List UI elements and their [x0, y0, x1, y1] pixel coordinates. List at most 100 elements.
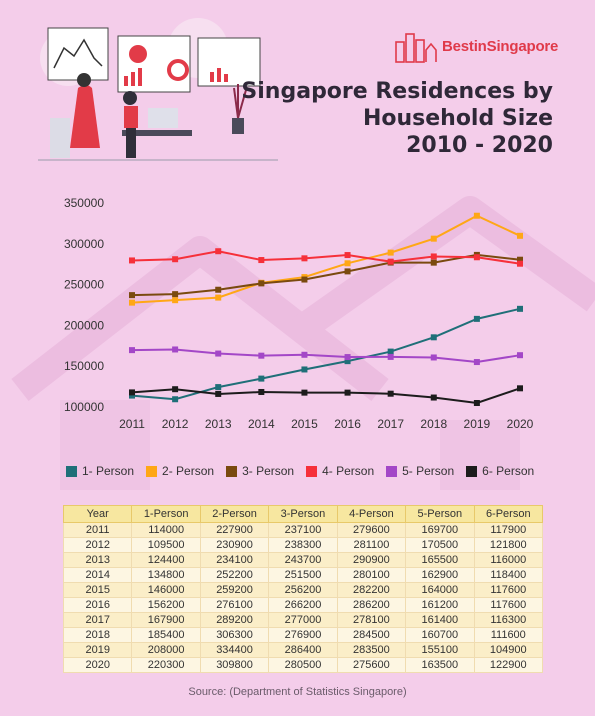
data-point-4 [517, 260, 523, 267]
x-tick-label: 2012 [162, 417, 189, 431]
table-cell: 276100 [199, 597, 270, 613]
y-tick-label: 200000 [64, 318, 104, 332]
table-cell: 256200 [268, 582, 338, 598]
x-tick-label: 2016 [334, 417, 361, 431]
data-point-2 [344, 260, 351, 267]
table-cell: 289200 [199, 612, 270, 628]
legend-swatch [466, 465, 478, 477]
data-point-1 [172, 396, 179, 403]
x-tick-label: 2015 [291, 417, 318, 431]
data-point-1 [215, 384, 222, 391]
data-point-5 [215, 350, 222, 357]
legend-label: 6- Person [482, 464, 535, 478]
table-cell: 275600 [336, 657, 407, 673]
x-tick-label: 2019 [464, 417, 491, 431]
table-cell: 279600 [336, 522, 407, 538]
table-body: 2011 114000 227900 237100 279600 169700 117900… [62, 522, 544, 673]
table-header-cell: 1-Person [131, 505, 201, 523]
table-cell: 259200 [199, 582, 270, 598]
table-cell: 238300 [268, 537, 338, 553]
data-point-3 [517, 256, 523, 263]
table-cell: 281100 [336, 537, 407, 553]
table-cell: 280500 [268, 657, 338, 673]
data-point-2 [430, 235, 437, 242]
table-cell: 161200 [405, 597, 475, 613]
table-cell: 185400 [131, 627, 201, 643]
data-point-5 [430, 354, 437, 361]
legend-swatch [386, 465, 398, 477]
table-cell: 306300 [199, 627, 270, 643]
x-tick-label: 2011 [119, 417, 145, 431]
data-point-1 [473, 315, 480, 322]
table-cell: 243700 [268, 552, 338, 568]
data-point-2 [517, 232, 523, 239]
series-line-1 [131, 307, 521, 401]
source-note: Source: (Department of Statistics Singap… [188, 686, 407, 698]
series-line-5 [131, 348, 521, 364]
data-point-6 [172, 386, 179, 393]
y-tick-label: 300000 [64, 237, 104, 251]
data-point-3 [344, 268, 351, 275]
table-row: 2013 124400 234100 243700 290900 165500 116000 [62, 552, 544, 568]
table-cell: 234100 [199, 552, 270, 568]
chart-legend: 1- Person 2- Person 3- Person 4- Person 5- P… [66, 464, 534, 478]
table-header-cell: 3-Person [268, 505, 338, 523]
x-tick-label: 2018 [420, 417, 447, 431]
data-point-3 [430, 259, 437, 266]
data-point-6 [473, 400, 480, 407]
table-cell: 2013 [62, 552, 133, 568]
series-line-4 [131, 250, 521, 265]
y-tick-label: 150000 [64, 359, 104, 373]
table-header-cell: 4-Person [336, 505, 407, 523]
table-cell: 284500 [336, 627, 407, 643]
table-cell: 208000 [131, 642, 201, 658]
data-point-1 [301, 366, 308, 373]
legend-item-4: 4- Person [306, 464, 374, 478]
data-point-5 [387, 353, 394, 360]
legend-label: 3- Person [242, 464, 295, 478]
table-cell: 2016 [62, 597, 133, 613]
data-point-2 [387, 249, 394, 256]
legend-item-6: 6- Person [466, 464, 534, 478]
table-cell: 276900 [268, 627, 338, 643]
data-point-6 [344, 389, 351, 396]
table-row: 2011 114000 227900 237100 279600 169700 117900 [62, 522, 544, 538]
brand-logo: BestinSingapore [394, 26, 558, 66]
data-point-5 [172, 346, 179, 353]
table-cell: 286200 [336, 597, 407, 613]
x-tick-label: 2014 [248, 417, 275, 431]
legend-swatch [146, 465, 158, 477]
table-row: 2012 109500 230900 238300 281100 170500 121800 [62, 537, 544, 553]
data-point-2 [172, 297, 179, 304]
table-cell: 280100 [336, 567, 407, 583]
table-row: 2015 146000 259200 256200 282200 164000 117600 [62, 582, 544, 598]
data-point-5 [473, 359, 480, 366]
table-cell: 220300 [131, 657, 201, 673]
table-cell: 122900 [473, 657, 544, 673]
table-cell: 117600 [473, 597, 544, 613]
data-point-1 [387, 348, 394, 355]
table-cell: 2015 [62, 582, 133, 598]
data-point-5 [301, 351, 308, 358]
data-point-3 [301, 276, 308, 283]
table-cell: 160700 [405, 627, 475, 643]
line-chart: 100000 150000 200000 250000 300000 350000 2011… [64, 196, 534, 431]
table-cell: 2014 [62, 567, 133, 583]
brand-name: BestinSingapore [442, 37, 559, 55]
city-skyline-icon [395, 33, 437, 63]
legend-swatch [66, 465, 77, 477]
table-cell: 2017 [62, 612, 133, 628]
legend-label: 1- Person [82, 464, 135, 478]
table-cell: 134800 [131, 567, 201, 583]
table-cell: 290900 [336, 552, 407, 568]
table-cell: 169700 [405, 522, 475, 538]
data-point-4 [473, 254, 480, 261]
legend-label: 4- Person [322, 464, 375, 478]
data-point-2 [129, 299, 135, 306]
data-point-4 [387, 258, 394, 265]
series-line-3 [131, 253, 521, 297]
table-cell: 124400 [131, 552, 201, 568]
legend-label: 5- Person [402, 464, 455, 478]
x-tick-label: 2013 [205, 417, 232, 431]
